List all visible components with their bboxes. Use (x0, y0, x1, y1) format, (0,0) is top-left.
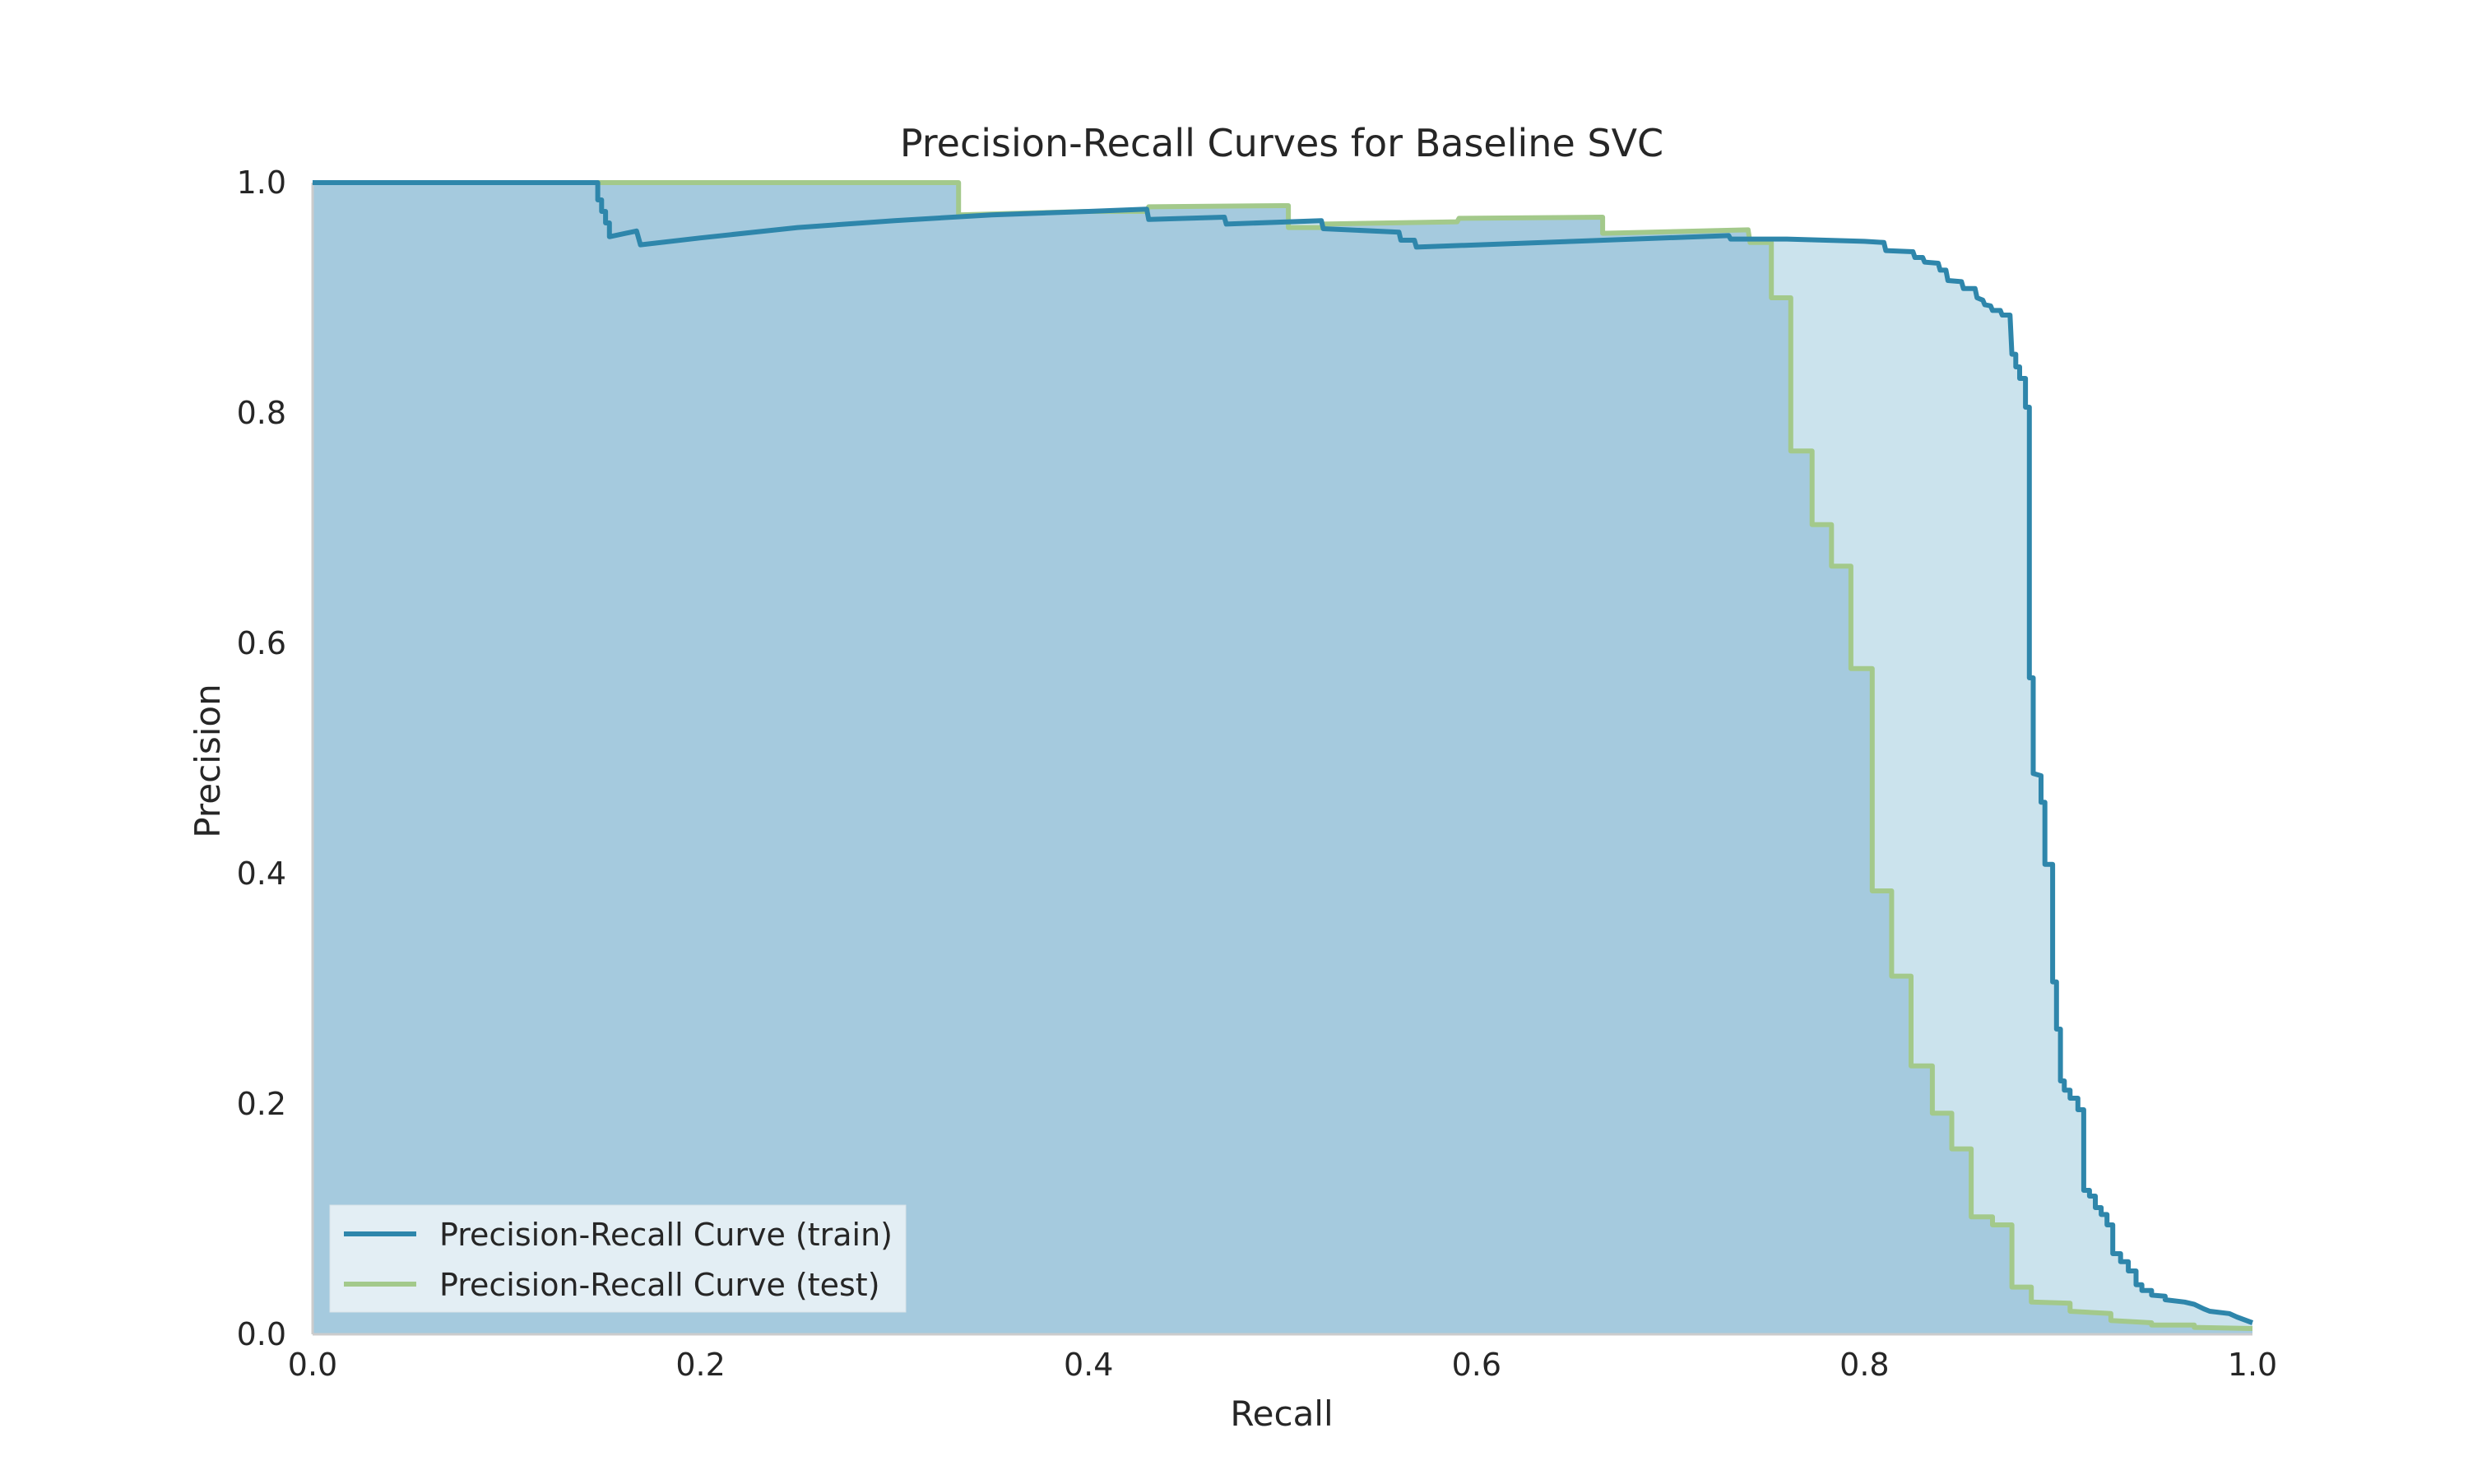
y-tick-label: 0.6 (237, 625, 286, 661)
series-lines (313, 180, 2254, 1331)
x-axis-label: Recall (1230, 1394, 1333, 1434)
legend-box (329, 1204, 907, 1313)
series-line-1 (313, 180, 2253, 1331)
y-axis-label: Precision (188, 684, 228, 837)
area-fill-1 (313, 183, 2252, 1334)
chart-title: Precision-Recall Curves for Baseline SVC (900, 121, 1663, 165)
x-tick-label: 0.4 (1064, 1347, 1113, 1383)
y-tick-label: 0.0 (237, 1316, 286, 1352)
legend-label-train: Precision-Recall Curve (train) (439, 1217, 893, 1253)
axes (311, 183, 2252, 1336)
y-tick-label: 0.4 (237, 856, 286, 892)
tick-labels: 0.0 0.2 0.4 0.6 0.8 1.0 0.0 0.2 0.4 0.6 0.8 1.0 (237, 165, 2278, 1383)
area-fills (313, 183, 2252, 1334)
x-tick-label: 1.0 (2228, 1347, 2277, 1383)
y-tick-label: 0.8 (237, 395, 286, 431)
x-tick-label: 0.8 (1839, 1347, 1889, 1383)
y-tick-label: 1.0 (237, 165, 286, 201)
series-line-0 (313, 180, 2254, 1325)
x-tick-label: 0.0 (288, 1347, 337, 1383)
y-tick-label: 0.2 (237, 1086, 286, 1122)
legend-label-test: Precision-Recall Curve (test) (439, 1267, 880, 1303)
x-tick-label: 0.6 (1452, 1347, 1501, 1383)
legend: Precision-Recall Curve (train) Precision… (329, 1204, 907, 1313)
x-tick-label: 0.2 (675, 1347, 725, 1383)
